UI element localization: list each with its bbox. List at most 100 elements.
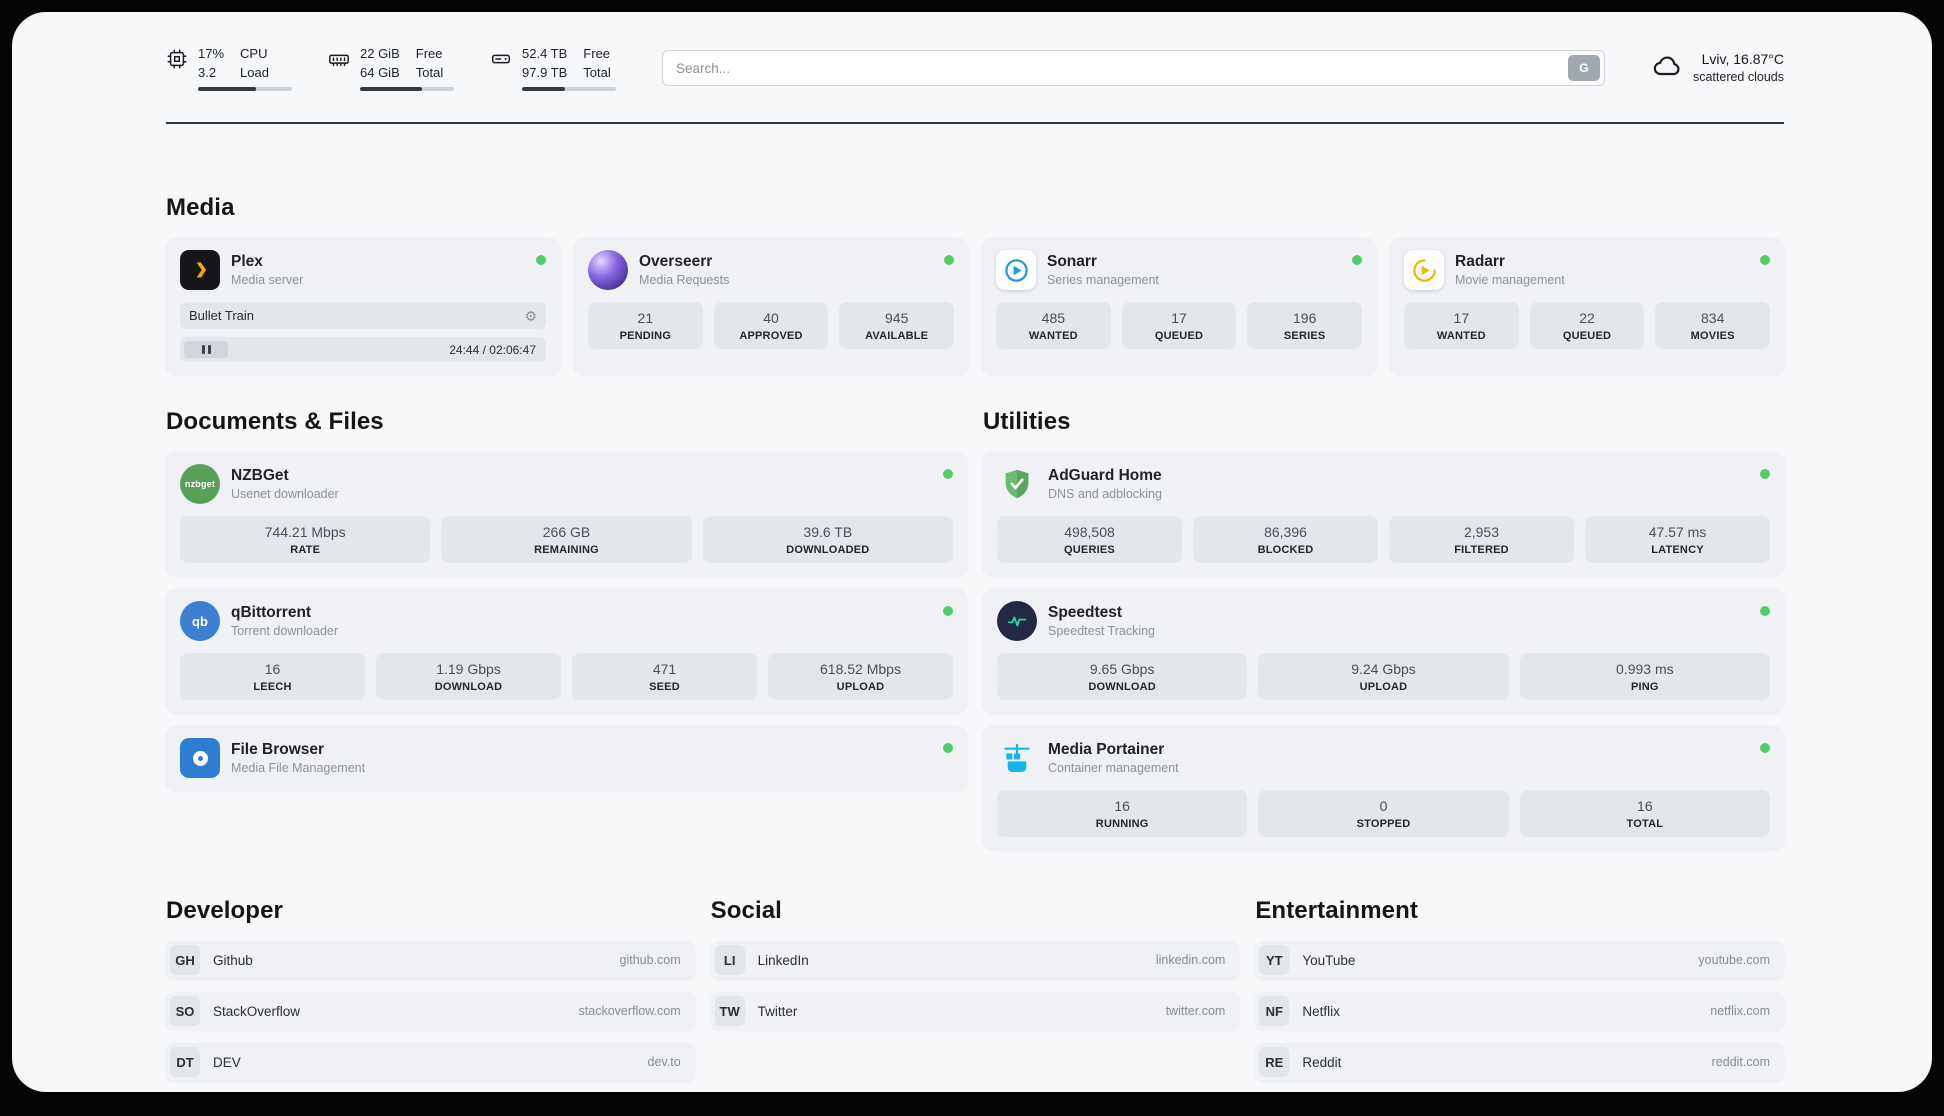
section-title-entertainment: Entertainment	[1255, 897, 1418, 924]
stat-label: LATENCY	[1651, 544, 1704, 556]
link-url: netflix.com	[1710, 1004, 1770, 1018]
ram-progressbar	[360, 87, 454, 92]
pause-icon	[201, 345, 205, 354]
adguard-icon	[997, 464, 1037, 504]
app-card-overseerr[interactable]: Overseerr Media Requests 21 PENDING 40 APPR…	[574, 238, 968, 374]
stat-label: QUEUED	[1154, 330, 1204, 342]
app-subtitle: Container management	[1048, 761, 1179, 775]
stat-label: UPLOAD	[1359, 681, 1408, 693]
section-title-documents: Documents & Files	[166, 408, 384, 435]
link-row[interactable]: RE Reddit reddit.com	[1255, 1043, 1784, 1081]
status-dot	[1352, 255, 1362, 265]
card-header: qb qBittorrent Torrent downloader	[180, 601, 953, 641]
stat-value: 39.6 TB	[803, 524, 853, 540]
stat-value: 86,396	[1264, 524, 1307, 540]
stats-row: 498,508 QUERIES 86,396 BLOCKED 2,953 FILTERED…	[997, 516, 1770, 563]
link-row[interactable]: DT DEV dev.to	[166, 1043, 695, 1081]
link-url: linkedin.com	[1155, 953, 1226, 967]
stat-box: 945 AVAILABLE	[839, 302, 955, 349]
link-abbr-icon: DT	[170, 1047, 200, 1077]
stat-box: 2,953 FILTERED	[1389, 516, 1574, 563]
stat-box: 471 SEED	[572, 653, 757, 700]
stat-label: PING	[1630, 681, 1659, 693]
link-row[interactable]: SO StackOverflow stackoverflow.com	[166, 992, 695, 1030]
link-name: DEV	[213, 1054, 241, 1070]
stat-value: 16	[1637, 798, 1653, 814]
speedtest-icon	[997, 601, 1037, 641]
section-utilities: Utilities AdGuard Home	[983, 408, 1784, 849]
app-card-qbittorrent[interactable]: qb qBittorrent Torrent downloader 16 LEEC…	[166, 589, 967, 712]
app-name: qBittorrent	[231, 604, 312, 621]
stat-value: 9.24 Gbps	[1351, 661, 1416, 677]
app-card-plex[interactable]: Plex Media server Bullet Train ⚙ 24:44 /…	[166, 238, 560, 374]
disk-free-value: 52.4 TB	[522, 45, 568, 61]
disk-total-value: 97.9 TB	[522, 64, 568, 80]
stat-label: BLOCKED	[1257, 544, 1314, 556]
stat-value: 471	[652, 661, 677, 677]
stat-box: 39.6 TB DOWNLOADED	[702, 516, 953, 563]
app-name: Sonarr	[1047, 253, 1097, 270]
card-header: Plex Media server	[180, 250, 546, 290]
app-subtitle: Media Requests	[639, 273, 730, 287]
playback-time: 24:44 / 02:06:47	[449, 342, 536, 357]
settings-gear-icon[interactable]: ⚙	[524, 307, 537, 324]
link-abbr-icon: LI	[714, 945, 745, 975]
app-subtitle: Movie management	[1455, 273, 1565, 287]
app-card-nzbget[interactable]: nzbget NZBGet Usenet downloader 744.21 M…	[166, 452, 967, 575]
stat-value: 485	[1041, 310, 1066, 326]
app-card-sonarr[interactable]: Sonarr Series management 485 WANTED 17 QUEU…	[982, 238, 1376, 374]
stat-value: 196	[1293, 310, 1317, 326]
stat-value: 16	[264, 661, 281, 677]
app-card-filebrowser[interactable]: File Browser Media File Management	[166, 726, 967, 790]
stat-box: 17 QUEUED	[1121, 302, 1237, 349]
ram-widget: 22 GiB 64 GiB Free Total	[328, 45, 454, 92]
link-row[interactable]: TW Twitter twitter.com	[710, 992, 1240, 1030]
stat-value: 1.19 Gbps	[436, 661, 501, 677]
app-name: Plex	[231, 253, 263, 270]
card-header: Overseerr Media Requests	[588, 250, 954, 290]
search-input[interactable]	[662, 50, 1605, 86]
stat-box: 498,508 QUERIES	[997, 516, 1182, 563]
pause-button[interactable]	[184, 341, 228, 358]
link-row[interactable]: YT YouTube youtube.com	[1255, 941, 1784, 979]
section-title-social: Social	[710, 897, 782, 924]
stat-value: 16	[1114, 798, 1130, 814]
app-card-portainer[interactable]: Media Portainer Container management 16 R…	[983, 726, 1784, 849]
entertainment-links: YT YouTube youtube.com NF Netflix netflix.com…	[1255, 941, 1784, 1081]
app-name: NZBGet	[231, 467, 289, 484]
stat-box: 21 PENDING	[588, 302, 703, 349]
section-developer: Developer GH Github github.com SO StackOverf…	[166, 897, 695, 1081]
section-documents: Documents & Files nzbget NZBGet Usenet d…	[166, 408, 967, 849]
section-entertainment: Entertainment YT YouTube youtube.com NF Netf…	[1255, 897, 1784, 1081]
link-row[interactable]: GH Github github.com	[166, 941, 695, 979]
stat-label: QUEUED	[1562, 330, 1612, 342]
link-row[interactable]: LI LinkedIn linkedin.com	[710, 941, 1240, 979]
search-engine-button[interactable]: G	[1567, 55, 1600, 81]
section-title-developer: Developer	[166, 897, 283, 924]
stat-box: 86,396 BLOCKED	[1193, 516, 1378, 563]
stat-value: 21	[637, 310, 654, 326]
disk-drive-icon	[490, 48, 512, 70]
header-divider	[166, 122, 1784, 124]
stat-box: 744.21 Mbps RATE	[180, 516, 431, 563]
stat-value: 22	[1579, 310, 1595, 326]
link-name: Twitter	[757, 1003, 798, 1019]
app-subtitle: Media server	[231, 273, 304, 287]
app-card-speedtest[interactable]: Speedtest Speedtest Tracking 9.65 Gbps DO…	[983, 589, 1784, 712]
status-dot	[943, 469, 953, 479]
stat-label: UPLOAD	[836, 681, 885, 693]
stat-label: AVAILABLE	[865, 330, 929, 342]
stats-row: 9.65 Gbps DOWNLOAD 9.24 Gbps UPLOAD 0.993 ms…	[997, 653, 1770, 700]
weather-location: Lviv, 16.87°C	[1701, 51, 1784, 68]
sonarr-icon	[996, 250, 1036, 290]
stat-label: REMAINING	[534, 544, 599, 556]
app-name: AdGuard Home	[1048, 467, 1162, 484]
stat-box: 196 SERIES	[1247, 302, 1363, 349]
link-row[interactable]: NF Netflix netflix.com	[1255, 992, 1784, 1030]
stat-box: 40 APPROVED	[713, 302, 829, 349]
link-abbr-icon: SO	[170, 996, 200, 1026]
app-card-radarr[interactable]: Radarr Movie management 17 WANTED 22 QUEUED…	[1390, 238, 1784, 374]
stat-box: 9.24 Gbps UPLOAD	[1258, 653, 1509, 700]
app-card-adguard[interactable]: AdGuard Home DNS and adblocking 498,508 Q…	[983, 452, 1784, 575]
stats-row: 21 PENDING 40 APPROVED 945 AVAILABLE	[588, 302, 955, 349]
